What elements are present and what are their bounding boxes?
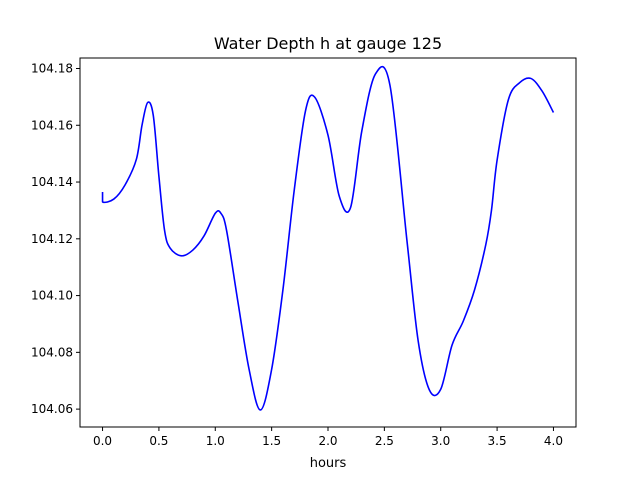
x-tick-label: 1.0 xyxy=(206,434,225,448)
x-axis-label: hours xyxy=(310,456,347,471)
y-tick-label: 104.18 xyxy=(31,62,73,76)
y-tick-label: 104.06 xyxy=(31,402,73,416)
x-tick-label: 4.0 xyxy=(544,434,563,448)
x-tick-label: 0.5 xyxy=(149,434,168,448)
y-tick-label: 104.10 xyxy=(31,289,73,303)
y-tick-label: 104.14 xyxy=(31,175,73,189)
y-tick-label: 104.12 xyxy=(31,232,73,246)
x-tick-label: 2.0 xyxy=(318,434,337,448)
x-tick-label: 3.5 xyxy=(488,434,507,448)
plot-frame xyxy=(79,57,577,428)
chart-title: Water Depth h at gauge 125 xyxy=(214,34,442,53)
x-tick-label: 3.0 xyxy=(431,434,450,448)
y-axis: 104.06 104.08 104.10 104.12 104.14 104.16 104.… xyxy=(31,62,80,416)
x-tick-label: 2.5 xyxy=(375,434,394,448)
series-line-h xyxy=(101,65,555,411)
x-axis: 0.0 0.5 1.0 1.5 2.0 2.5 3.0 3.5 4.0 xyxy=(93,427,563,448)
x-tick-label: 1.5 xyxy=(262,434,281,448)
y-tick-label: 104.16 xyxy=(31,118,73,132)
y-tick-label: 104.08 xyxy=(31,345,73,359)
x-tick-label: 0.0 xyxy=(93,434,112,448)
